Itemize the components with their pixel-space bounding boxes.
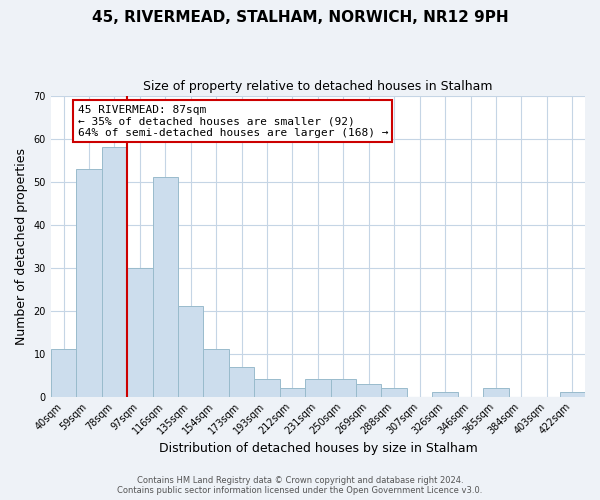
Text: 45 RIVERMEAD: 87sqm
← 35% of detached houses are smaller (92)
64% of semi-detach: 45 RIVERMEAD: 87sqm ← 35% of detached ho… bbox=[77, 104, 388, 138]
Bar bbox=[483, 388, 509, 396]
Bar bbox=[127, 268, 152, 396]
X-axis label: Distribution of detached houses by size in Stalham: Distribution of detached houses by size … bbox=[158, 442, 477, 455]
Bar bbox=[382, 388, 407, 396]
Bar bbox=[229, 366, 254, 396]
Bar bbox=[51, 350, 76, 397]
Bar bbox=[560, 392, 585, 396]
Bar bbox=[331, 380, 356, 396]
Bar bbox=[152, 178, 178, 396]
Text: 45, RIVERMEAD, STALHAM, NORWICH, NR12 9PH: 45, RIVERMEAD, STALHAM, NORWICH, NR12 9P… bbox=[92, 10, 508, 25]
Text: Contains HM Land Registry data © Crown copyright and database right 2024.
Contai: Contains HM Land Registry data © Crown c… bbox=[118, 476, 482, 495]
Bar bbox=[254, 380, 280, 396]
Bar bbox=[101, 147, 127, 396]
Bar bbox=[76, 168, 101, 396]
Bar bbox=[356, 384, 382, 396]
Bar bbox=[178, 306, 203, 396]
Title: Size of property relative to detached houses in Stalham: Size of property relative to detached ho… bbox=[143, 80, 493, 93]
Y-axis label: Number of detached properties: Number of detached properties bbox=[15, 148, 28, 344]
Bar bbox=[280, 388, 305, 396]
Bar bbox=[305, 380, 331, 396]
Bar bbox=[203, 350, 229, 397]
Bar bbox=[433, 392, 458, 396]
